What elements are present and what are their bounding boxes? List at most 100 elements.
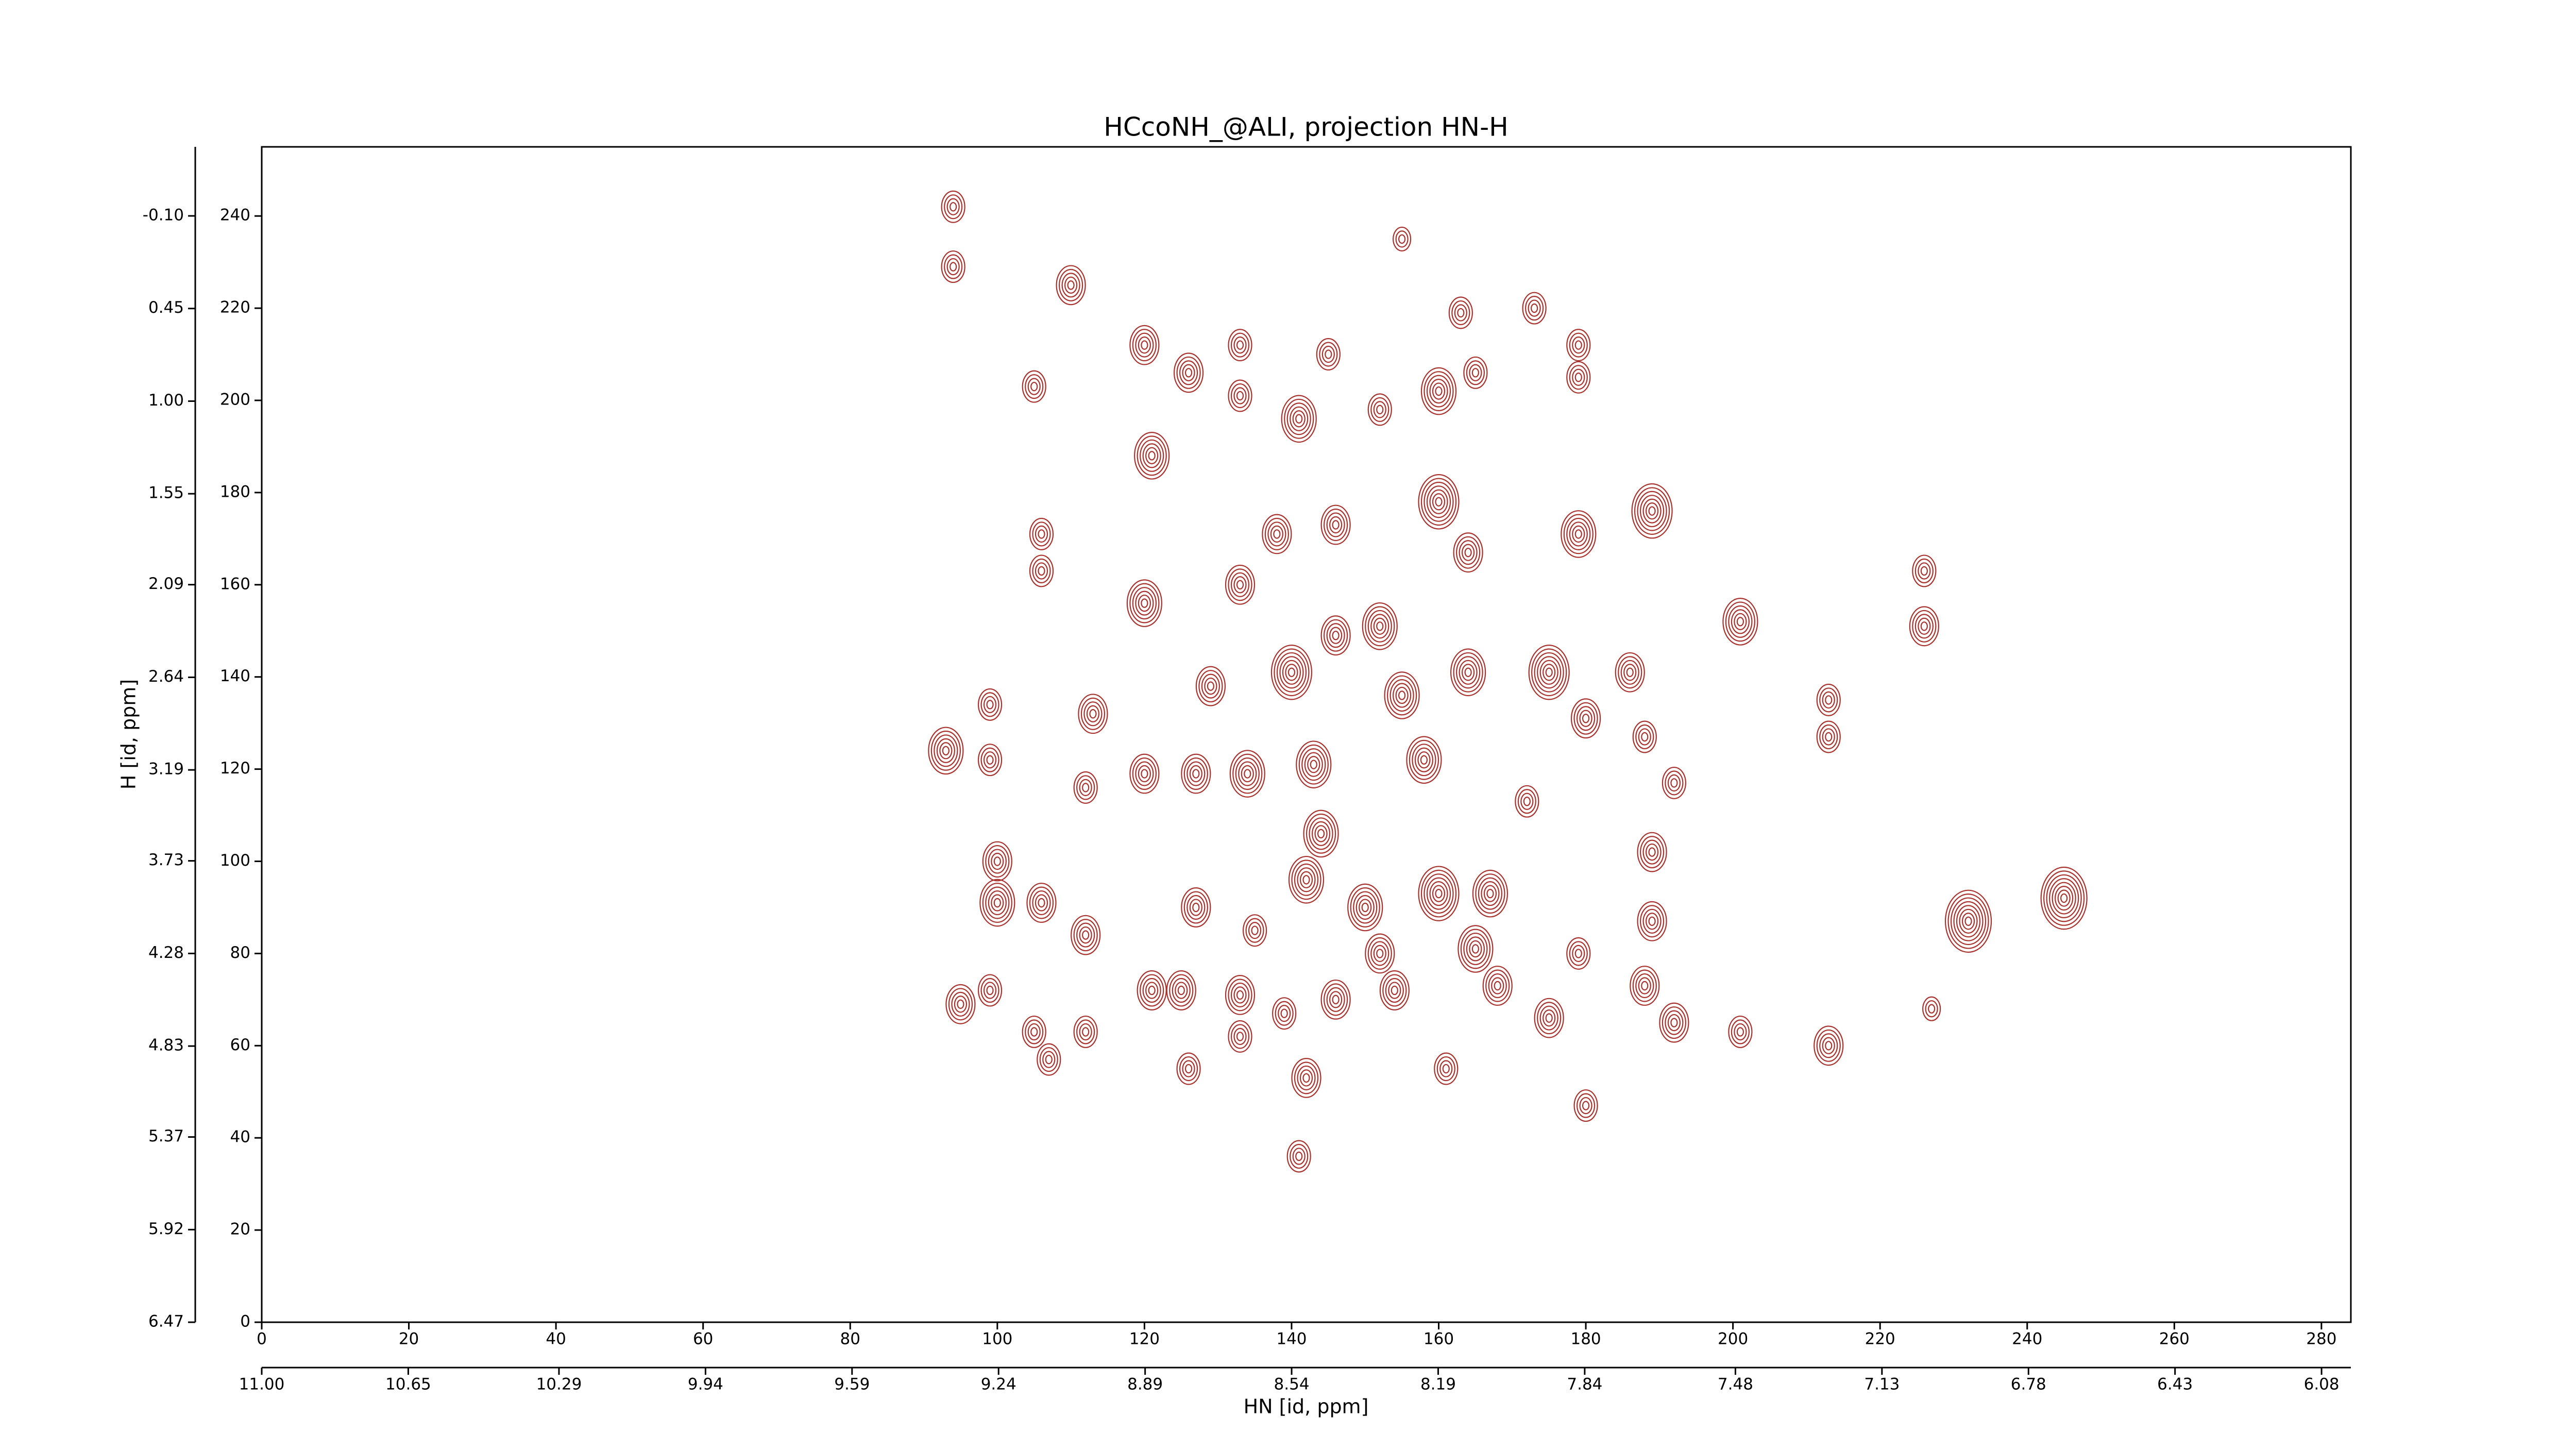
peak-contour bbox=[1176, 1052, 1201, 1085]
peak-contour bbox=[1426, 375, 1451, 408]
peak-contour bbox=[944, 194, 963, 220]
peak-contour bbox=[1925, 1000, 1938, 1018]
peak-contour bbox=[1182, 364, 1195, 381]
peak-contour bbox=[1089, 709, 1097, 719]
peak-contour bbox=[2052, 882, 2076, 915]
peak-contour bbox=[991, 894, 1004, 912]
peak-contour bbox=[1435, 386, 1443, 396]
peak-contour bbox=[1725, 601, 1756, 642]
x2-tick-label: 9.59 bbox=[834, 1375, 870, 1394]
peak-contour bbox=[1469, 940, 1482, 958]
peak-contour bbox=[948, 988, 973, 1021]
peak-contour bbox=[1457, 308, 1465, 318]
peak-contour bbox=[1423, 481, 1454, 522]
peak-contour bbox=[1463, 932, 1488, 965]
peak-contour bbox=[986, 700, 994, 710]
peak-contour bbox=[1029, 554, 1054, 587]
y-tick-label: 220 bbox=[220, 298, 250, 317]
peak-contour bbox=[1169, 974, 1194, 1007]
peak-contour bbox=[1073, 1015, 1098, 1048]
peak-contour bbox=[991, 852, 1004, 870]
peak-contour bbox=[1478, 877, 1503, 910]
peak-contour bbox=[1284, 398, 1314, 439]
peak-contour bbox=[1071, 915, 1101, 955]
peak-contour bbox=[1448, 296, 1473, 329]
peak-contour bbox=[1026, 883, 1057, 923]
peak-contour bbox=[1230, 572, 1250, 597]
peak-contour bbox=[1667, 774, 1681, 792]
peak-contour bbox=[1515, 785, 1539, 818]
peak-contour bbox=[1198, 670, 1223, 703]
peak-contour bbox=[1393, 226, 1412, 251]
peak-contour bbox=[1140, 974, 1164, 1007]
peak-contour bbox=[1347, 883, 1383, 932]
peak-contour bbox=[1207, 681, 1214, 691]
x-tick-label: 200 bbox=[1718, 1330, 1748, 1349]
peak-contour bbox=[1294, 863, 1319, 896]
peak-contour bbox=[936, 738, 955, 763]
peak-contour bbox=[1309, 817, 1333, 850]
peak-contour bbox=[1230, 1024, 1250, 1049]
x2-tick-label: 9.94 bbox=[688, 1375, 723, 1394]
peak-contour bbox=[1140, 439, 1164, 472]
x2-tick-label: 7.84 bbox=[1567, 1375, 1602, 1394]
peak-contour bbox=[1329, 516, 1343, 534]
peak-contour bbox=[1418, 474, 1460, 530]
peak-contour bbox=[2049, 878, 2079, 918]
peak-contour bbox=[1382, 974, 1407, 1007]
peak-contour bbox=[1301, 748, 1326, 781]
peak-contour bbox=[1736, 617, 1744, 627]
peak-contour bbox=[1734, 613, 1747, 630]
peak-contour bbox=[1245, 918, 1264, 943]
peak-contour bbox=[1132, 757, 1157, 790]
peak-contour bbox=[1187, 761, 1206, 786]
peak-contour bbox=[1290, 1143, 1309, 1169]
peak-contour bbox=[1067, 280, 1075, 290]
x-tick-label: 220 bbox=[1865, 1330, 1895, 1349]
peak-contour bbox=[1539, 660, 1558, 685]
peak-contour bbox=[1370, 941, 1389, 966]
peak-contour bbox=[1376, 405, 1384, 415]
x-tick-label: 160 bbox=[1423, 1330, 1454, 1349]
peak-contour bbox=[939, 742, 953, 760]
peak-contour bbox=[1914, 614, 1934, 639]
peak-contour bbox=[1918, 617, 1931, 635]
peak-contour bbox=[1195, 666, 1226, 706]
peak-contour bbox=[1576, 706, 1596, 731]
peak-contour bbox=[1035, 562, 1048, 580]
peak-contour bbox=[1232, 753, 1263, 794]
peak-contour bbox=[942, 746, 950, 756]
x2-tick-label: 6.78 bbox=[2011, 1375, 2046, 1394]
peak-contour bbox=[1350, 887, 1380, 928]
peak-contour bbox=[1620, 660, 1639, 685]
peak-contour bbox=[1079, 926, 1092, 944]
y2-tick-label: 4.83 bbox=[148, 1036, 184, 1055]
peak-contour bbox=[1132, 587, 1157, 620]
y-tick-label: 100 bbox=[220, 851, 250, 870]
peak-contour bbox=[2057, 889, 2071, 907]
peak-contour bbox=[1393, 683, 1412, 708]
peak-contour bbox=[982, 883, 1012, 923]
peak-contour bbox=[1429, 881, 1448, 906]
peak-contour bbox=[1572, 336, 1585, 354]
y-tick-label: 0 bbox=[240, 1312, 250, 1331]
peak-contour bbox=[1192, 902, 1200, 913]
peak-contour bbox=[1423, 873, 1454, 914]
peak-contour bbox=[1228, 979, 1252, 1012]
peak-contour bbox=[1912, 554, 1937, 587]
plot-frame bbox=[261, 146, 2352, 1323]
peak-contour bbox=[988, 849, 1007, 874]
peak-contour bbox=[1287, 667, 1296, 677]
peak-contour bbox=[1537, 656, 1562, 689]
peak-contour bbox=[1456, 656, 1481, 689]
peak-contour bbox=[1141, 340, 1148, 350]
peak-contour bbox=[1076, 1019, 1095, 1044]
peak-contour bbox=[1228, 568, 1252, 601]
peak-contour bbox=[1142, 978, 1161, 1003]
peak-contour bbox=[1320, 615, 1351, 656]
peak-contour bbox=[1141, 598, 1148, 608]
x-tick-label: 180 bbox=[1570, 1330, 1601, 1349]
peak-contour bbox=[1825, 732, 1833, 742]
peak-contour bbox=[1039, 1047, 1058, 1072]
